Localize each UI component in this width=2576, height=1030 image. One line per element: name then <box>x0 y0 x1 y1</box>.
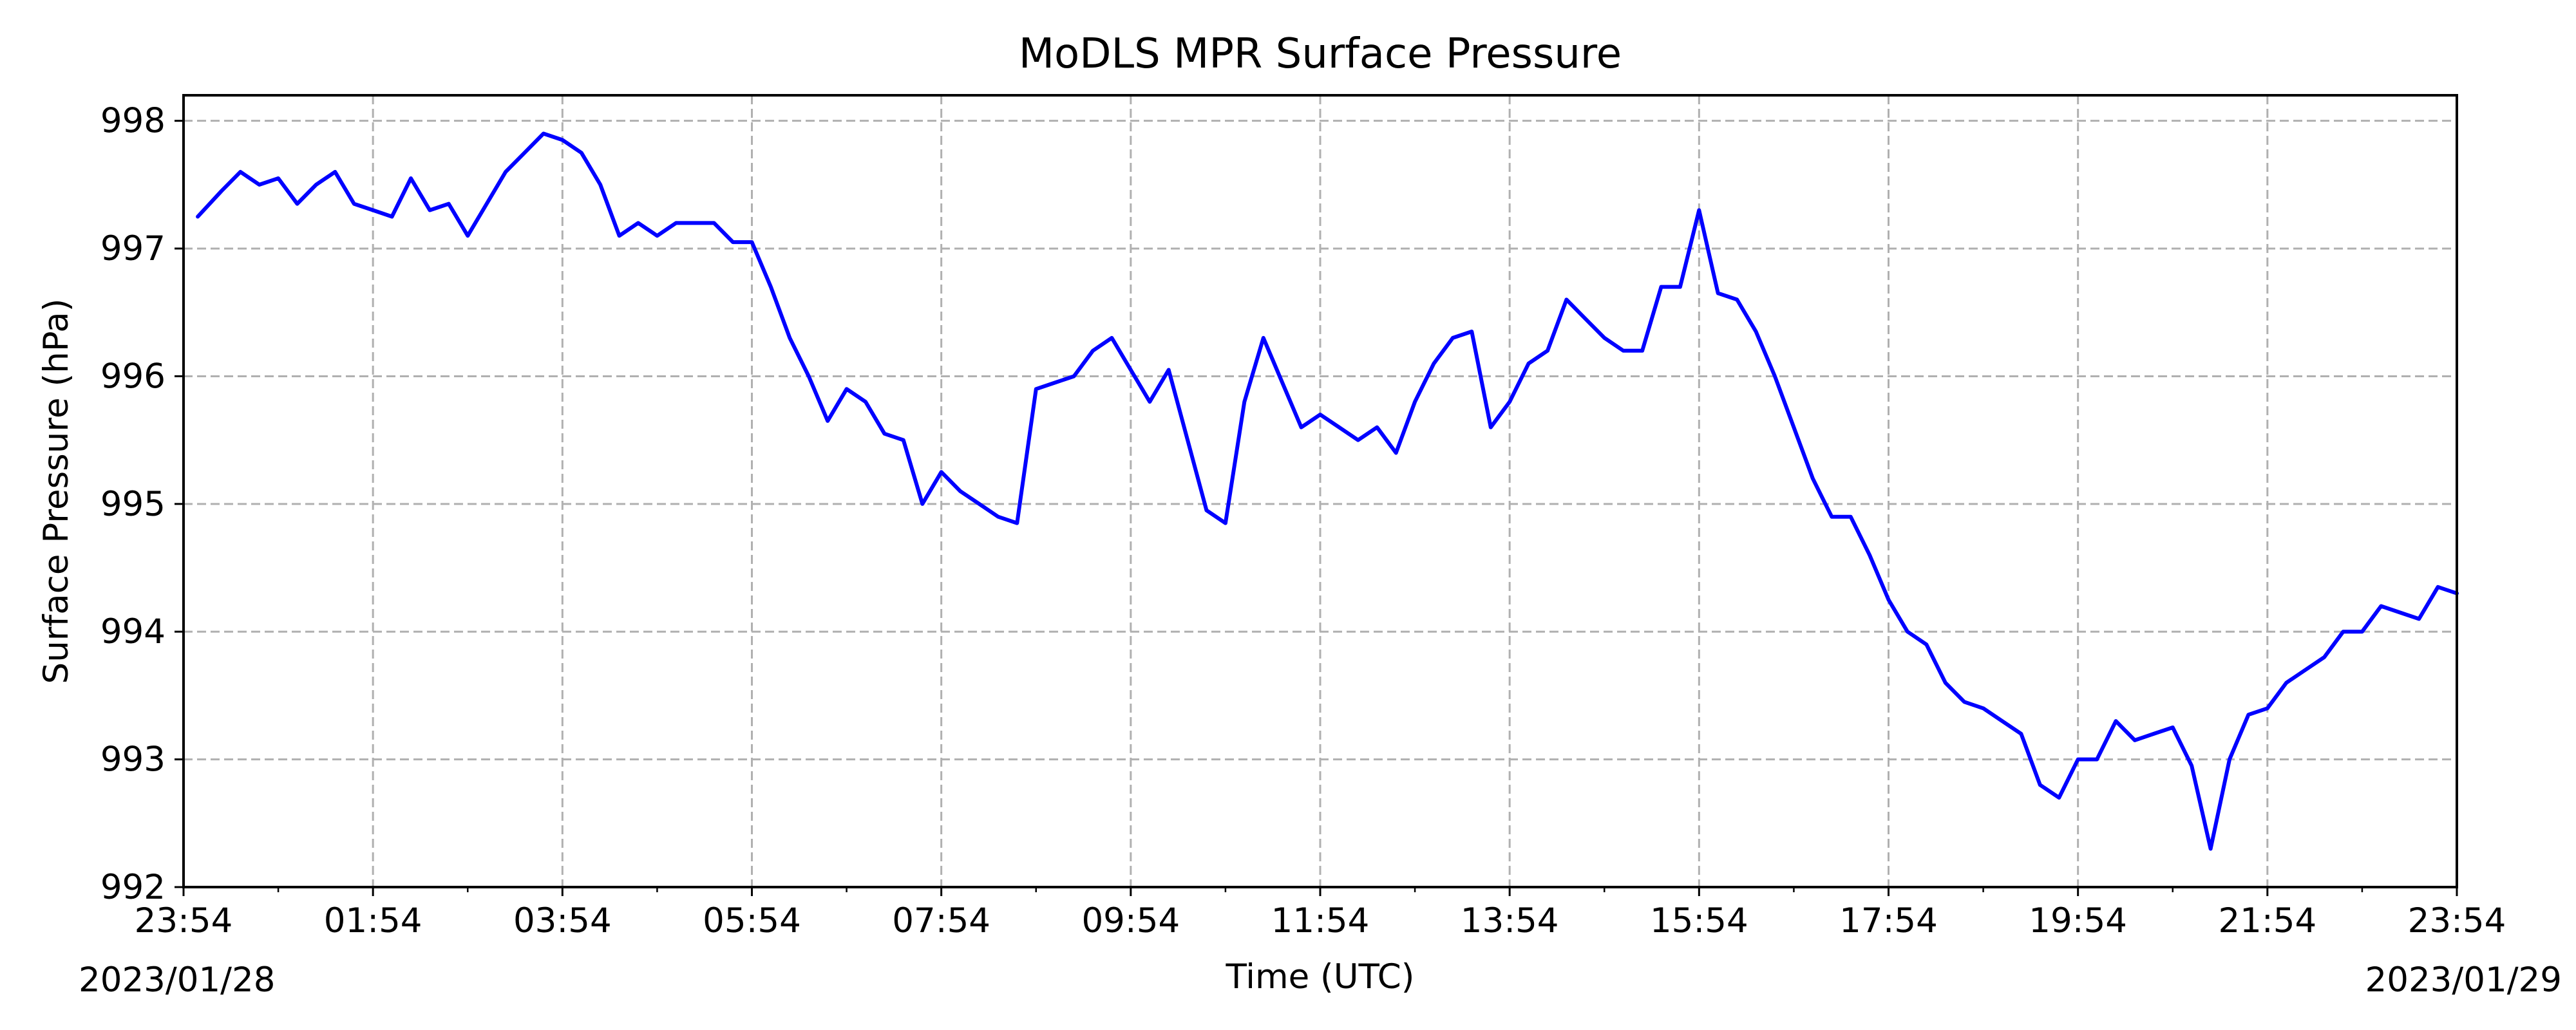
x-axis-label: Time (UTC) <box>1226 957 1415 997</box>
end-date-label: 2023/01/29 <box>2365 960 2562 1000</box>
x-tick-label: 09:54 <box>1081 901 1180 941</box>
y-tick-label: 998 <box>100 102 166 141</box>
x-axis: 23:54 01:54 03:54 05:54 07:54 09:54 11:54 13:54… <box>135 887 2506 941</box>
y-tick-label: 997 <box>100 229 166 268</box>
y-tick-label: 994 <box>100 612 166 651</box>
x-tick-label: 23:54 <box>135 901 233 941</box>
start-date-label: 2023/01/28 <box>79 960 275 1000</box>
y-tick-label: 992 <box>100 868 166 907</box>
x-tick-label: 13:54 <box>1461 901 1559 941</box>
chart-title: MoDLS MPR Surface Pressure <box>1019 30 1622 78</box>
x-tick-label: 11:54 <box>1271 901 1370 941</box>
y-axis-label: Surface Pressure (hPa) <box>37 299 76 684</box>
x-tick-label: 19:54 <box>2029 901 2127 941</box>
x-tick-label: 01:54 <box>324 901 422 941</box>
y-tick-label: 995 <box>100 485 166 524</box>
y-tick-label: 996 <box>100 357 166 396</box>
series-layer <box>196 131 2459 851</box>
x-tick-label: 23:54 <box>2408 901 2506 941</box>
y-tick-label: 993 <box>100 740 166 780</box>
x-tick-label: 07:54 <box>892 901 990 941</box>
x-tick-label: 03:54 <box>513 901 612 941</box>
y-axis: 992 993 994 995 996 997 998 <box>100 102 184 907</box>
x-tick-label: 15:54 <box>1650 901 1748 941</box>
x-tick-label: 21:54 <box>2218 901 2316 941</box>
x-tick-label: 05:54 <box>703 901 801 941</box>
x-tick-label: 17:54 <box>1839 901 1938 941</box>
grid <box>182 95 2458 888</box>
pressure-series-line <box>196 131 2459 851</box>
